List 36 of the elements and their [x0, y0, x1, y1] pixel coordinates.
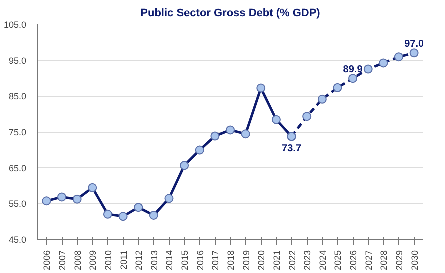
- x-tick-label: 2021: [272, 250, 282, 271]
- x-tick-label: 2020: [256, 250, 267, 271]
- x-tick-label: 2007: [58, 250, 68, 271]
- x-tick-label: 2017: [210, 250, 221, 271]
- x-tick-label: 2009: [88, 250, 98, 271]
- data-label: 97.0: [404, 39, 424, 50]
- x-tick-label: 2006: [42, 250, 52, 271]
- x-tick-label: 2023: [302, 250, 313, 271]
- x-tick-label: 2019: [241, 250, 252, 271]
- data-label: 89.9: [343, 64, 364, 76]
- y-tick-label: 75.0: [8, 128, 27, 138]
- y-tick-label: 85.0: [8, 92, 27, 102]
- x-tick-label: 2014: [164, 250, 175, 271]
- x-tick-label: 2010: [103, 250, 114, 271]
- data-label: 73.7: [282, 144, 302, 155]
- x-tick-label: 2011: [118, 250, 129, 270]
- x-tick-label: 2028: [379, 250, 390, 271]
- y-tick-label: 65.0: [8, 163, 27, 174]
- x-tick-label: 2029: [394, 250, 404, 271]
- x-tick-label: 2008: [72, 250, 83, 271]
- chart-title: Public Sector Gross Debt (% GDP): [140, 8, 321, 20]
- x-tick-label: 2015: [180, 250, 190, 271]
- y-tick-label: 95.0: [8, 56, 27, 66]
- x-tick-label: 2016: [195, 250, 206, 271]
- x-tick-label: 2025: [333, 250, 344, 271]
- x-tick-label: 2027: [364, 250, 374, 271]
- x-tick-label: 2012: [134, 250, 144, 271]
- y-tick-label: 45.0: [8, 235, 27, 245]
- x-tick-label: 2026: [348, 250, 359, 271]
- y-tick-label: 105.0: [4, 20, 27, 30]
- x-tick-label: 2024: [318, 250, 328, 271]
- y-tick-label: 55.0: [8, 199, 27, 210]
- x-tick-label: 2022: [287, 250, 298, 271]
- x-tick-label: 2018: [226, 250, 236, 271]
- x-tick-label: 2030: [410, 250, 420, 271]
- x-tick-label: 2013: [149, 250, 160, 271]
